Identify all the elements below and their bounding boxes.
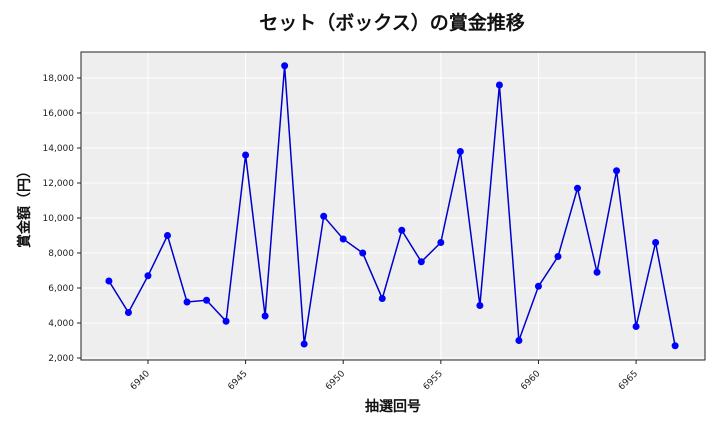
x-tick-label: 6955 <box>422 369 445 392</box>
data-point-marker <box>281 62 289 70</box>
data-point-marker <box>437 239 445 247</box>
y-tick-label: 6,000 <box>48 284 74 294</box>
x-tick-label: 6965 <box>617 369 640 392</box>
y-tick-label: 4,000 <box>48 319 74 329</box>
data-point-marker <box>632 323 640 331</box>
data-point-marker <box>671 342 679 350</box>
y-tick-label: 18,000 <box>43 74 75 84</box>
data-point-marker <box>242 151 250 159</box>
y-tick-label: 2,000 <box>48 354 74 364</box>
data-point-marker <box>378 295 386 303</box>
chart-title: セット（ボックス）の賞金推移 <box>259 12 525 34</box>
x-tick-label: 6950 <box>324 369 347 392</box>
y-axis-label: 賞金額（円） <box>17 164 33 248</box>
y-tick-label: 16,000 <box>43 109 75 119</box>
data-point-marker <box>495 81 503 89</box>
data-point-marker <box>222 317 230 325</box>
y-axis-ticks: 2,000 4,000 6,000 8,000 10,000 12,000 14,000 16… <box>43 74 81 364</box>
data-point-marker <box>320 212 328 220</box>
data-point-marker <box>652 239 660 247</box>
data-point-marker <box>144 272 152 280</box>
x-axis-label: 抽選回号 <box>365 399 421 415</box>
data-point-marker <box>515 337 523 345</box>
data-point-marker <box>124 309 132 317</box>
data-point-marker <box>105 277 113 285</box>
data-point-marker <box>359 249 367 257</box>
plot-area <box>81 52 705 360</box>
data-point-marker <box>476 302 484 310</box>
data-point-marker <box>203 296 211 304</box>
data-point-marker <box>398 226 406 234</box>
data-point-marker <box>613 167 621 175</box>
data-point-marker <box>456 148 464 156</box>
data-point-marker <box>593 268 601 276</box>
y-tick-label: 14,000 <box>43 144 75 154</box>
data-point-marker <box>534 282 542 290</box>
data-point-marker <box>574 184 582 192</box>
data-point-marker <box>339 235 347 243</box>
data-point-marker <box>554 253 562 261</box>
data-point-marker <box>417 258 425 266</box>
data-point-marker <box>163 232 171 240</box>
data-point-marker <box>183 298 191 306</box>
x-axis-ticks: 6940 6945 6950 6955 6960 6965 <box>129 360 640 392</box>
data-series <box>105 62 679 350</box>
plot-frame <box>80 51 706 361</box>
x-tick-label: 6940 <box>129 369 152 392</box>
x-tick-label: 6960 <box>519 369 542 392</box>
data-point-marker <box>300 340 308 348</box>
y-tick-label: 12,000 <box>43 179 75 189</box>
data-point-marker <box>261 312 269 320</box>
x-tick-label: 6945 <box>226 369 249 392</box>
y-tick-label: 8,000 <box>48 249 74 259</box>
y-tick-label: 10,000 <box>43 214 75 224</box>
